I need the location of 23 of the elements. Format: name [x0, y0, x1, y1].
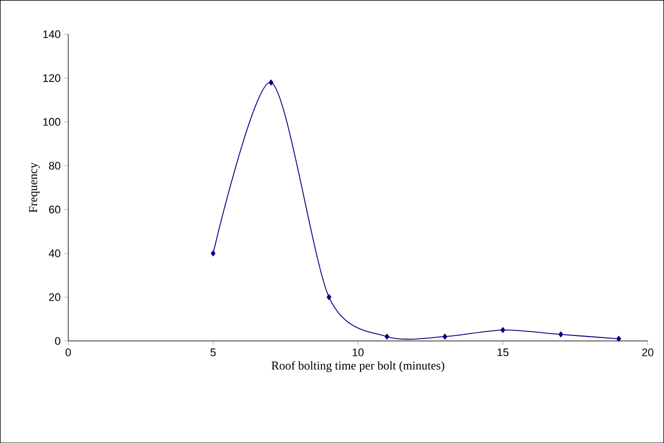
x-tick-label: 10 — [352, 348, 364, 356]
y-tick-label: 20 — [49, 293, 60, 301]
point — [326, 294, 332, 300]
y-tick-label: 80 — [49, 162, 60, 170]
y-tick-label: 40 — [48, 249, 60, 258]
point — [384, 334, 390, 340]
x-tick-label: 15 — [498, 348, 508, 356]
x-tick-label: 0 — [66, 348, 71, 356]
point — [558, 331, 564, 338]
y-tick-label: 60 — [49, 206, 60, 214]
point — [500, 327, 506, 333]
y-tick-label: 140 — [43, 30, 60, 38]
point — [268, 79, 274, 86]
y-tick-label: 0 — [55, 337, 60, 345]
point — [442, 334, 448, 340]
y-tick-label: 120 — [43, 74, 60, 82]
y-tick-label: 100 — [43, 118, 60, 126]
point — [210, 250, 216, 256]
x-axis-title: Roof bolting time per bolt (minutes) — [272, 360, 444, 372]
x-tick-label: 5 — [210, 348, 216, 356]
y-axis-title: Frequency — [29, 162, 40, 212]
x-tick-label: 20 — [642, 348, 654, 356]
point — [616, 336, 622, 342]
